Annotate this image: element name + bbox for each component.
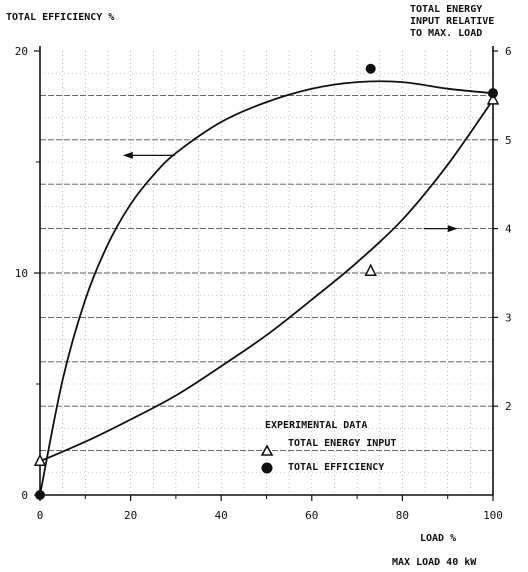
y-left-tick-label: 20: [15, 45, 28, 58]
y-left-tick-label: 10: [15, 267, 28, 280]
legend: EXPERIMENTAL DATA TOTAL ENERGY INPUT TOT…: [260, 420, 396, 474]
right-axis-title-line-3: TO MAX. LOAD: [410, 28, 482, 39]
y-right-tick-label: 3: [505, 311, 512, 324]
x-tick-label: 20: [124, 509, 137, 522]
right-axis-title-line-1: TOTAL ENERGY: [410, 4, 482, 15]
y-right-tick-label: 4: [505, 223, 512, 236]
arrow-head-left: [122, 151, 133, 159]
efficiency-data-point: [488, 88, 498, 99]
energy-data-point: [364, 263, 377, 276]
x-axis-title: LOAD %: [420, 533, 456, 544]
x-tick-label: 0: [37, 509, 44, 522]
legend-efficiency-label: TOTAL EFFICIENCY: [288, 462, 384, 473]
energy-data-point: [33, 453, 47, 467]
efficiency-data-point: [365, 63, 376, 74]
right-axis-title-line-2: INPUT RELATIVE: [410, 16, 494, 27]
series-line-efficiency: [39, 80, 494, 496]
efficiency-data-point: [35, 490, 45, 500]
y-right-tick-label: 2: [505, 400, 512, 413]
legend-title: EXPERIMENTAL DATA: [265, 420, 367, 431]
arrow-head-right: [447, 225, 458, 233]
x-tick-label: 80: [396, 509, 409, 522]
legend-circle-marker: [261, 462, 273, 474]
legend-energy-label: TOTAL ENERGY INPUT: [288, 438, 396, 449]
markers: [33, 63, 500, 500]
series-line-energy-input: [39, 99, 494, 463]
x-tick-label: 40: [215, 509, 228, 522]
x-tick-label: 60: [305, 509, 318, 522]
x-tick-label: 100: [483, 509, 503, 522]
curves: [39, 80, 494, 496]
max-load-note: MAX LOAD 40 kW: [392, 557, 477, 568]
energy-data-point: [486, 92, 500, 105]
arrows: [122, 151, 458, 233]
left-axis-title: TOTAL EFFICIENCY %: [6, 12, 114, 23]
y-right-tick-label: 6: [505, 45, 512, 58]
legend-triangle-marker: [260, 444, 274, 456]
y-left-tick-label: 0: [21, 489, 28, 502]
y-right-tick-label: 5: [505, 134, 512, 147]
